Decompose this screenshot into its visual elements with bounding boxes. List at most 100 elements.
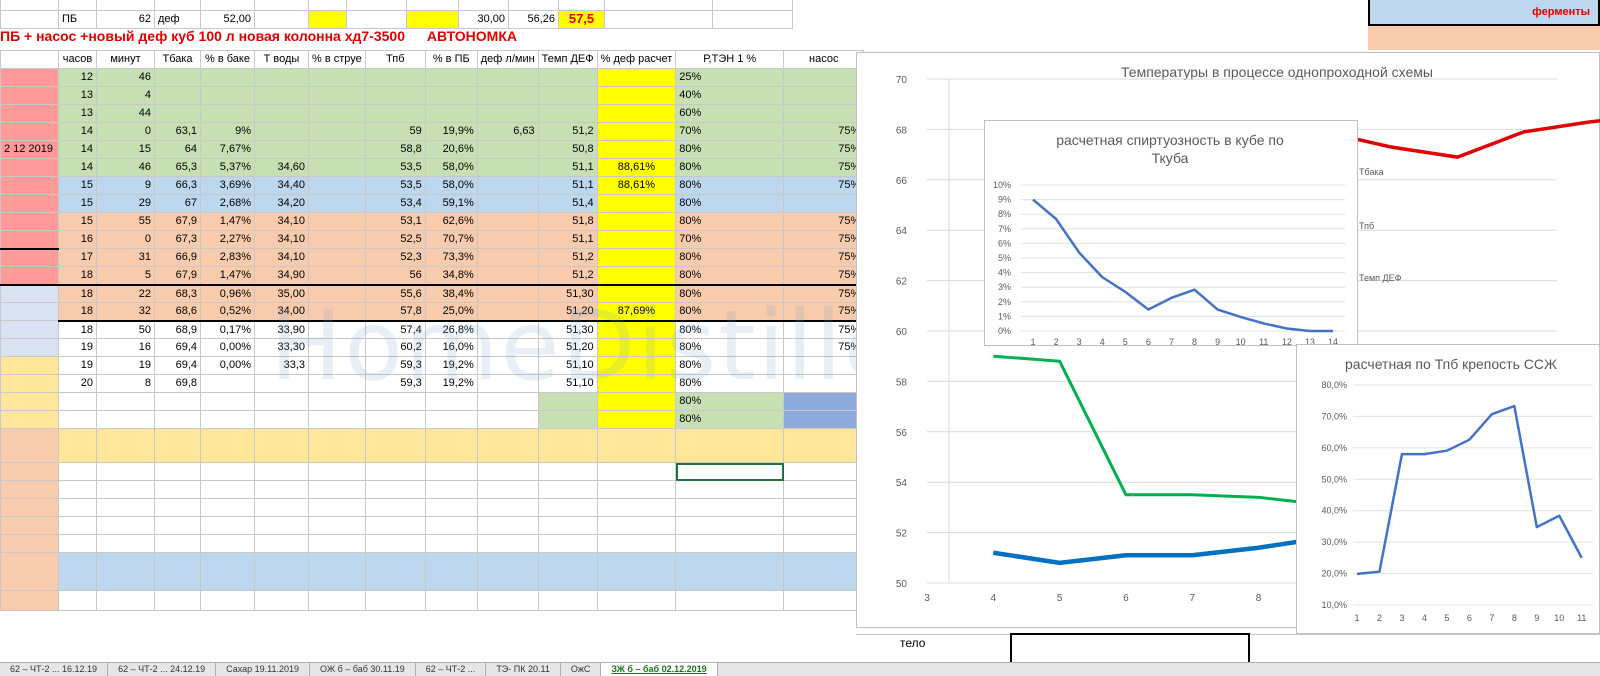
cell-top-v6[interactable]: 57,5 (558, 10, 605, 29)
cell[interactable]: 80% (675, 212, 785, 231)
cell[interactable]: 51,2 (537, 266, 598, 286)
cell[interactable] (537, 498, 598, 517)
cell[interactable] (154, 462, 201, 481)
cell[interactable] (537, 552, 598, 591)
chart-ssj-strength[interactable]: расчетная по Тпб крепость ССЖ 10,0% 20,0%… (1296, 344, 1600, 634)
cell[interactable] (476, 534, 539, 553)
cell[interactable]: 14 (58, 158, 97, 177)
cell[interactable] (200, 462, 255, 481)
sheet-tab[interactable]: 62 – ЧТ-2 ... (416, 663, 487, 676)
sheet-tab[interactable]: ОжС (561, 663, 602, 676)
cell[interactable] (0, 10, 59, 29)
cell[interactable] (254, 552, 309, 591)
cell[interactable] (364, 552, 426, 591)
cell[interactable]: 52,3 (364, 248, 426, 267)
cell[interactable] (254, 140, 309, 159)
cell[interactable] (712, 10, 793, 29)
cell[interactable]: 35,00 (254, 284, 309, 303)
date-cell[interactable] (0, 176, 59, 195)
cell[interactable]: 19 (58, 356, 97, 375)
cell[interactable]: 19,2% (424, 374, 478, 393)
cell[interactable] (596, 374, 677, 393)
cell[interactable]: 18 (58, 302, 97, 322)
cell[interactable] (58, 552, 97, 591)
cell[interactable] (364, 68, 426, 87)
date-cell[interactable] (0, 68, 59, 87)
date-cell[interactable]: 2 12 2019 (0, 140, 59, 159)
cell[interactable]: 67,3 (154, 230, 201, 249)
date-cell[interactable] (0, 410, 59, 429)
cell[interactable] (308, 338, 366, 357)
cell[interactable]: 53,5 (364, 158, 426, 177)
date-cell[interactable] (0, 104, 59, 123)
cell[interactable] (783, 534, 865, 553)
date-cell[interactable] (0, 284, 59, 303)
cell[interactable] (154, 428, 201, 463)
cell[interactable] (154, 534, 201, 553)
cell[interactable]: 52,5 (364, 230, 426, 249)
cell[interactable]: 16 (96, 338, 155, 357)
cell[interactable] (154, 498, 201, 517)
cell[interactable]: 68,6 (154, 302, 201, 322)
cell[interactable] (96, 410, 155, 429)
cell[interactable]: 44 (96, 104, 155, 123)
cell[interactable]: 57,4 (364, 320, 426, 339)
column-header[interactable]: часов (58, 50, 97, 69)
cell[interactable] (476, 248, 539, 267)
cell[interactable] (675, 534, 785, 553)
cell[interactable]: 0,17% (200, 320, 255, 339)
cell[interactable]: 46 (96, 68, 155, 87)
cell[interactable]: 25% (675, 68, 785, 87)
cell[interactable] (364, 480, 426, 499)
cell[interactable] (596, 140, 677, 159)
cell[interactable] (783, 104, 865, 123)
cell[interactable]: 19 (96, 356, 155, 375)
cell[interactable] (537, 86, 598, 105)
cell[interactable] (364, 498, 426, 517)
cell[interactable]: 59,3 (364, 356, 426, 375)
cell[interactable]: 63,1 (154, 122, 201, 141)
date-cell[interactable] (0, 266, 59, 286)
cell[interactable]: 80% (675, 284, 785, 303)
cell[interactable] (154, 68, 201, 87)
cell[interactable] (424, 428, 478, 463)
cell[interactable] (476, 176, 539, 195)
cell[interactable] (254, 374, 309, 393)
sheet-tab[interactable]: 62 – ЧТ-2 ... 16.12.19 (0, 663, 109, 676)
cell[interactable] (308, 516, 366, 535)
cell[interactable]: 75% (783, 122, 865, 141)
cell[interactable] (308, 498, 366, 517)
header-corner-cell[interactable] (0, 50, 59, 69)
cell[interactable] (476, 410, 539, 429)
cell[interactable] (783, 480, 865, 499)
cell[interactable]: 15 (58, 212, 97, 231)
cell[interactable] (308, 428, 366, 463)
cell[interactable] (424, 498, 478, 517)
cell[interactable]: 88,61% (596, 158, 677, 177)
cell[interactable] (783, 374, 865, 393)
cell[interactable] (364, 410, 426, 429)
cell[interactable]: 7,67% (200, 140, 255, 159)
cell[interactable]: 80% (675, 158, 785, 177)
cell[interactable]: 5,37% (200, 158, 255, 177)
cell[interactable]: 64 (154, 140, 201, 159)
cell[interactable]: 26,8% (424, 320, 478, 339)
cell[interactable]: 87,69% (596, 302, 677, 322)
date-cell[interactable] (0, 230, 59, 250)
cell[interactable] (308, 68, 366, 87)
date-cell[interactable] (0, 392, 59, 411)
cell[interactable] (364, 86, 426, 105)
cell[interactable]: 32 (96, 302, 155, 322)
cell-yellow[interactable] (406, 10, 459, 29)
cell[interactable] (0, 552, 59, 591)
cell[interactable] (154, 86, 201, 105)
cell[interactable]: 80% (675, 410, 785, 429)
cell[interactable] (308, 176, 366, 195)
cell[interactable] (596, 428, 677, 463)
cell[interactable] (783, 194, 865, 213)
cell[interactable]: 0,52% (200, 302, 255, 322)
cell[interactable] (0, 428, 59, 463)
cell[interactable] (0, 534, 59, 553)
cell[interactable] (200, 428, 255, 463)
cell[interactable]: 55,6 (364, 284, 426, 303)
